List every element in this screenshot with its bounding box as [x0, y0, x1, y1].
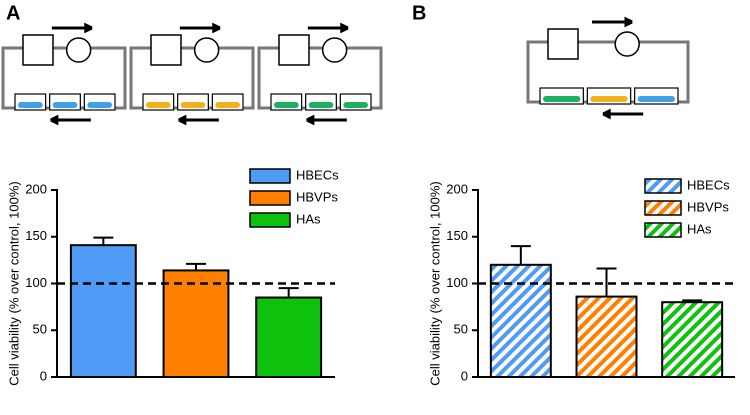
legend-swatch: [644, 178, 682, 194]
legend-swatch: [249, 212, 291, 228]
chamber: [614, 31, 640, 57]
cells: [274, 102, 299, 108]
pump: [278, 34, 310, 66]
return-arrow: [178, 114, 219, 126]
legend-label: HAs: [296, 211, 321, 226]
pump: [547, 28, 579, 60]
y-tick-label: 200: [25, 181, 47, 196]
cells: [180, 102, 206, 108]
y-tick-label: 150: [446, 228, 468, 243]
cells: [543, 96, 581, 102]
cells: [637, 96, 675, 102]
bar: [162, 269, 230, 378]
legend-label: HBECs: [296, 167, 339, 182]
flow-arrow: [592, 16, 633, 28]
legend-swatch: [249, 168, 291, 184]
pump: [22, 34, 54, 66]
chamber: [65, 37, 92, 63]
bar: [661, 301, 724, 379]
flow-arrow: [179, 22, 221, 34]
bar: [255, 296, 323, 378]
cells: [215, 102, 240, 108]
return-arrow: [602, 108, 644, 120]
legend-label: HBECs: [687, 177, 730, 192]
legend-swatch: [644, 222, 682, 238]
flow-arrow: [51, 22, 93, 34]
cells: [52, 102, 78, 108]
bar: [69, 244, 137, 378]
y-tick-label: 0: [40, 368, 47, 383]
bar: [489, 263, 552, 378]
legend-label: HBVPs: [687, 199, 729, 214]
y-tick-label: 100: [25, 275, 47, 290]
chamber: [321, 37, 348, 63]
y-tick-label: 150: [25, 228, 47, 243]
y-axis-label: Cell viability (% over control, 100%): [6, 181, 21, 385]
return-arrow: [50, 114, 91, 126]
schematics: [1, 16, 690, 126]
bar: [575, 295, 638, 378]
y-axis-label: Cell viability (% over control, 100%): [427, 181, 442, 385]
cells: [18, 102, 43, 108]
legend-swatch: [249, 190, 291, 206]
panel-label: A: [6, 2, 20, 24]
chamber: [193, 37, 220, 63]
cells: [308, 102, 334, 108]
cells: [590, 96, 628, 102]
pump: [150, 34, 182, 66]
y-tick-label: 50: [33, 322, 47, 337]
panel-label: B: [412, 2, 426, 24]
y-tick-label: 100: [446, 275, 468, 290]
legend-swatch: [644, 200, 682, 216]
cells: [146, 102, 171, 108]
legend-label: HBVPs: [296, 189, 338, 204]
cells: [87, 102, 112, 108]
return-arrow: [306, 114, 347, 126]
y-tick-label: 0: [461, 368, 468, 383]
cells: [343, 102, 368, 108]
y-tick-label: 200: [446, 181, 468, 196]
flow-arrow: [307, 22, 349, 34]
y-tick-label: 50: [454, 322, 468, 337]
legend-label: HAs: [687, 221, 712, 236]
